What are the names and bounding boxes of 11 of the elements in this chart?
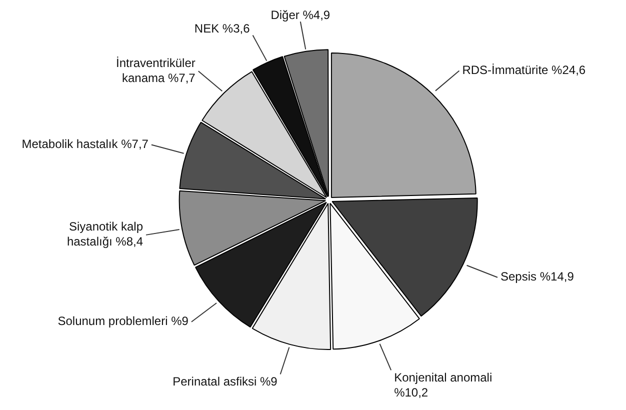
slice-label: Perinatal asfiksi %9 [172,374,278,389]
slice-label: Solunum problemleri %9 [58,314,189,328]
data-label: %10,2 [394,386,428,400]
slice-label: Diğer %4,9 [270,8,330,22]
slice-label: RDS-İmmatürite %24,6 [462,63,586,78]
slice-label: İntraventriküler kanama %7,7 [116,56,196,85]
slice-label: Siyanotik kalp hastalığı %8,4 [66,220,144,249]
slice-label: NEK %3,6 [194,22,250,36]
slice-label: Konjenital anomali [394,370,492,385]
slice-label: Metabolik hastalık %7,7 [22,137,149,152]
slice-label: Sepsis %14,9 [500,270,574,284]
